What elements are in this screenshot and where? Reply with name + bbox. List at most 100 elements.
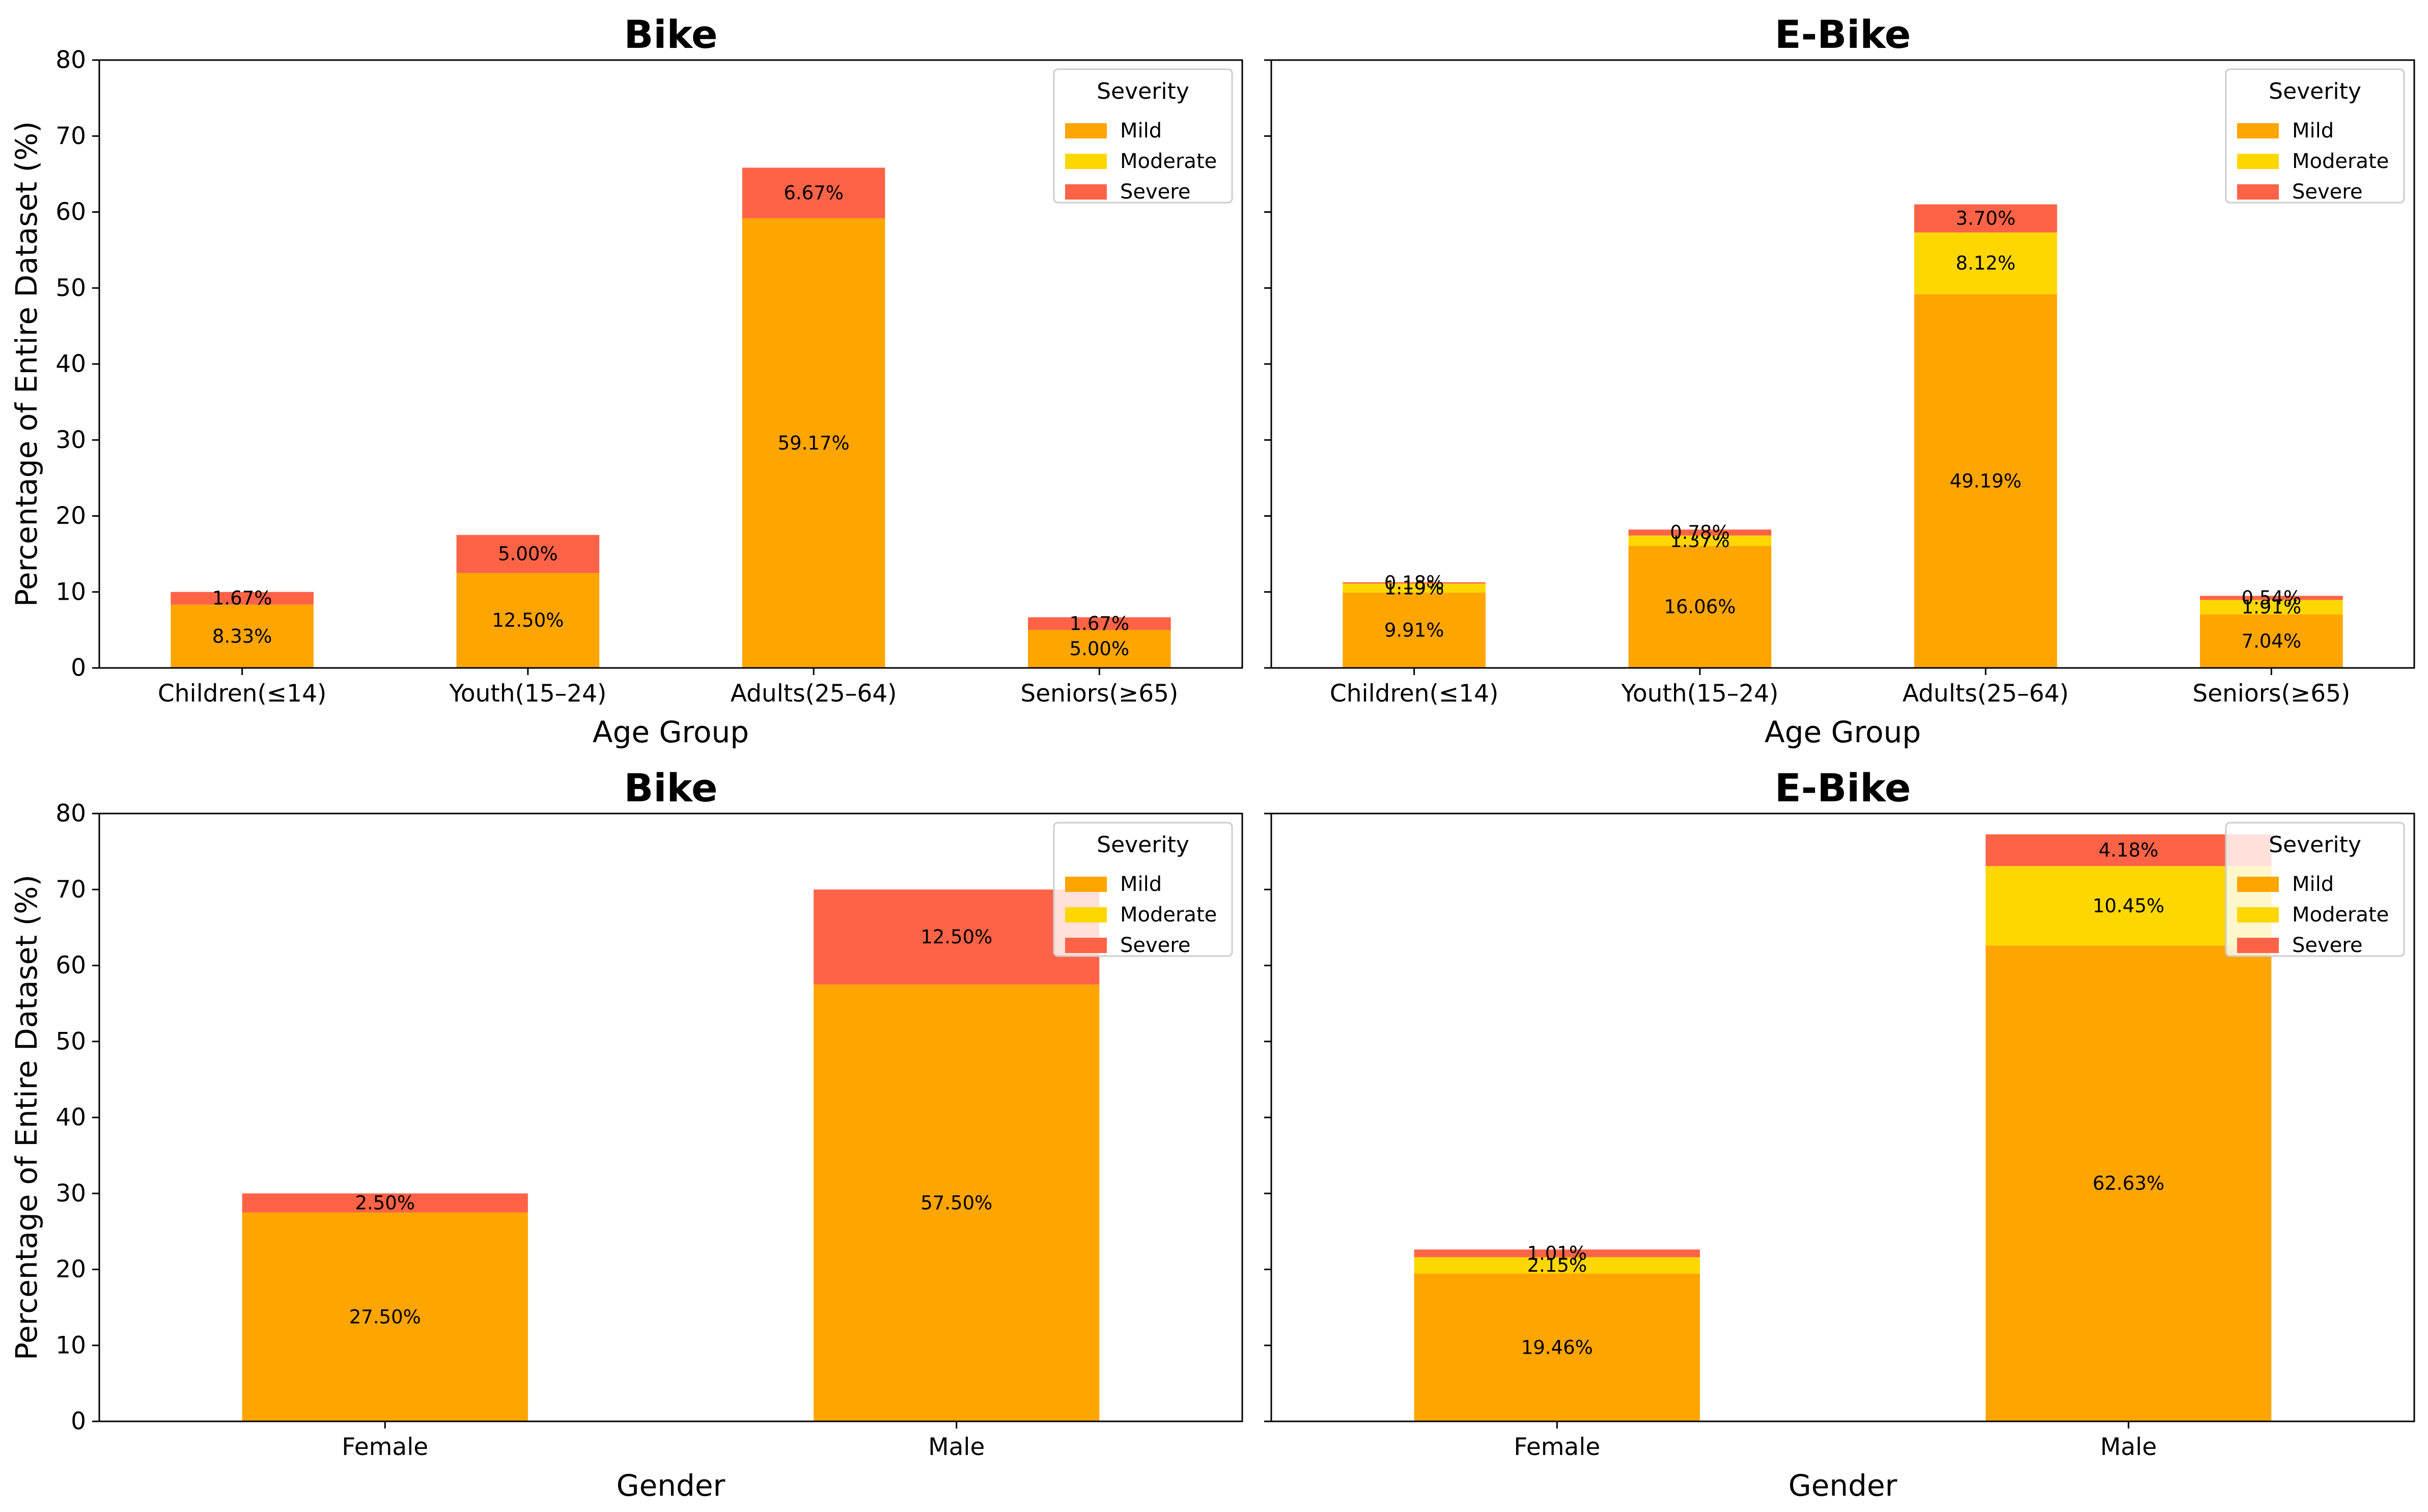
x-tick-label-female: Female <box>342 1433 428 1461</box>
bar-label-severe-male: 4.18% <box>2099 839 2159 861</box>
bar-label-mild-male: 62.63% <box>2092 1172 2164 1194</box>
bar-severe-children-14 <box>171 592 314 605</box>
x-tick-label-youth-15-24: Youth(15–24) <box>449 680 606 708</box>
legend-swatch-mild <box>1065 123 1107 138</box>
x-tick-label-children-14: Children(≤14) <box>158 680 326 708</box>
legend-swatch-mild <box>2237 877 2279 892</box>
panel-title: E-Bike <box>1775 12 1911 57</box>
bar-label-mild-female: 27.50% <box>349 1306 421 1328</box>
bar-severe-youth-15-24 <box>1628 529 1772 536</box>
bar-severe-children-14 <box>1343 582 1486 584</box>
legend: Severity Mild Moderate Severe <box>2225 822 2405 957</box>
legend-box <box>1053 68 1233 204</box>
y-tick-label: 40 <box>55 350 86 378</box>
bar-label-severe-male: 12.50% <box>920 926 992 948</box>
legend-entry-moderate: Moderate <box>1120 903 1217 927</box>
y-tick-label: 60 <box>55 951 86 979</box>
legend-box <box>1053 822 1233 957</box>
bar-label-mild-seniors-65: 5.00% <box>1070 638 1130 660</box>
bar-mild-youth-15-24 <box>456 573 600 668</box>
panel-1: 8.33% 1.67% 12.50% 5.00% 59.17% 6.67% 5.00% 1.6… <box>9 12 1243 749</box>
legend-title: Severity <box>1097 832 1189 858</box>
legend-entry-severe: Severe <box>2292 180 2362 204</box>
bar-label-moderate-male: 10.45% <box>2092 895 2164 917</box>
bar-severe-seniors-65 <box>2200 596 2343 600</box>
bar-mild-seniors-65 <box>1028 630 1171 668</box>
legend-title: Severity <box>1097 78 1189 104</box>
y-tick-label: 20 <box>55 502 86 530</box>
bar-label-mild-children-14: 8.33% <box>212 625 272 647</box>
legend-swatch-moderate <box>2237 907 2279 922</box>
panel-title: E-Bike <box>1775 765 1911 810</box>
y-tick-label: 0 <box>71 1408 86 1436</box>
legend-entry-severe: Severe <box>2292 934 2362 957</box>
bar-mild-female <box>1414 1273 1700 1421</box>
bar-moderate-adults-25-64 <box>1914 232 2057 294</box>
bar-severe-male <box>814 889 1100 985</box>
legend-entry-mild: Mild <box>1120 119 1162 143</box>
legend-swatch-severe <box>1065 938 1107 953</box>
bar-mild-female <box>242 1212 528 1421</box>
legend-swatch-severe <box>2237 938 2279 953</box>
bar-label-severe-children-14: 0.18% <box>1384 572 1444 594</box>
x-tick-label-male: Male <box>928 1433 985 1461</box>
bar-label-severe-female: 2.50% <box>355 1192 415 1214</box>
legend-swatch-moderate <box>1065 907 1107 922</box>
y-tick-label: 0 <box>71 654 86 682</box>
bar-label-mild-male: 57.50% <box>920 1192 992 1214</box>
legend: Severity Mild Moderate Severe <box>1053 822 1233 957</box>
bar-severe-adults-25-64 <box>742 167 885 218</box>
y-axis-label: Percentage of Entire Dataset (%) <box>9 121 44 607</box>
y-tick-label: 50 <box>55 274 86 302</box>
bar-mild-youth-15-24 <box>1628 546 1772 668</box>
legend-entry-moderate: Moderate <box>2292 150 2389 173</box>
bar-label-mild-youth-15-24: 16.06% <box>1664 596 1736 618</box>
x-tick-label-male: Male <box>2100 1433 2157 1461</box>
bar-label-mild-seniors-65: 7.04% <box>2242 630 2302 652</box>
legend-entry-severe: Severe <box>1120 934 1190 957</box>
legend: Severity Mild Moderate Severe <box>2225 68 2405 204</box>
y-tick-label: 70 <box>55 122 86 150</box>
x-axis-label: Age Group <box>593 715 749 749</box>
x-tick-label-children-14: Children(≤14) <box>1330 680 1498 708</box>
bar-mild-male <box>1986 945 2272 1421</box>
x-axis-label: Gender <box>617 1468 725 1503</box>
y-tick-label: 70 <box>55 876 86 904</box>
y-tick-label: 50 <box>55 1027 86 1055</box>
legend-entry-moderate: Moderate <box>2292 903 2389 927</box>
bar-mild-adults-25-64 <box>742 218 885 668</box>
bar-label-mild-adults-25-64: 59.17% <box>778 432 850 454</box>
bar-label-severe-youth-15-24: 5.00% <box>498 543 558 565</box>
legend-entry-mild: Mild <box>2292 119 2334 143</box>
x-tick-label-female: Female <box>1514 1433 1600 1461</box>
y-tick-label: 10 <box>55 578 86 606</box>
y-tick-label: 40 <box>55 1104 86 1132</box>
x-tick-label-adults-25-64: Adults(25–64) <box>1903 680 2069 708</box>
bar-label-severe-female: 1.01% <box>1527 1242 1587 1264</box>
legend-entry-mild: Mild <box>2292 873 2334 896</box>
x-tick-label-youth-15-24: Youth(15–24) <box>1621 680 1778 708</box>
legend-entry-mild: Mild <box>1120 873 1162 896</box>
y-tick-label: 30 <box>55 426 86 454</box>
legend-box <box>2225 68 2405 204</box>
legend-title: Severity <box>2269 78 2361 104</box>
x-axis-label: Gender <box>1789 1468 1897 1503</box>
legend-entry-moderate: Moderate <box>1120 150 1217 173</box>
legend: Severity Mild Moderate Severe <box>1053 68 1233 204</box>
bar-label-severe-adults-25-64: 3.70% <box>1956 208 2016 230</box>
bar-severe-seniors-65 <box>1028 617 1171 630</box>
legend-swatch-severe <box>2237 184 2279 200</box>
x-tick-label-seniors-65: Seniors(≥65) <box>1020 680 1178 708</box>
bar-moderate-male <box>1986 866 2272 946</box>
legend-swatch-moderate <box>1065 154 1107 169</box>
bar-label-severe-youth-15-24: 0.78% <box>1670 522 1730 544</box>
x-tick-label-seniors-65: Seniors(≥65) <box>2192 680 2350 708</box>
bar-moderate-youth-15-24 <box>1628 535 1772 546</box>
legend-entry-severe: Severe <box>1120 180 1190 204</box>
x-tick-label-adults-25-64: Adults(25–64) <box>731 680 897 708</box>
bar-label-severe-adults-25-64: 6.67% <box>784 182 844 204</box>
panel-title: Bike <box>624 12 717 57</box>
bar-label-mild-adults-25-64: 49.19% <box>1950 470 2022 492</box>
legend-swatch-severe <box>1065 184 1107 200</box>
